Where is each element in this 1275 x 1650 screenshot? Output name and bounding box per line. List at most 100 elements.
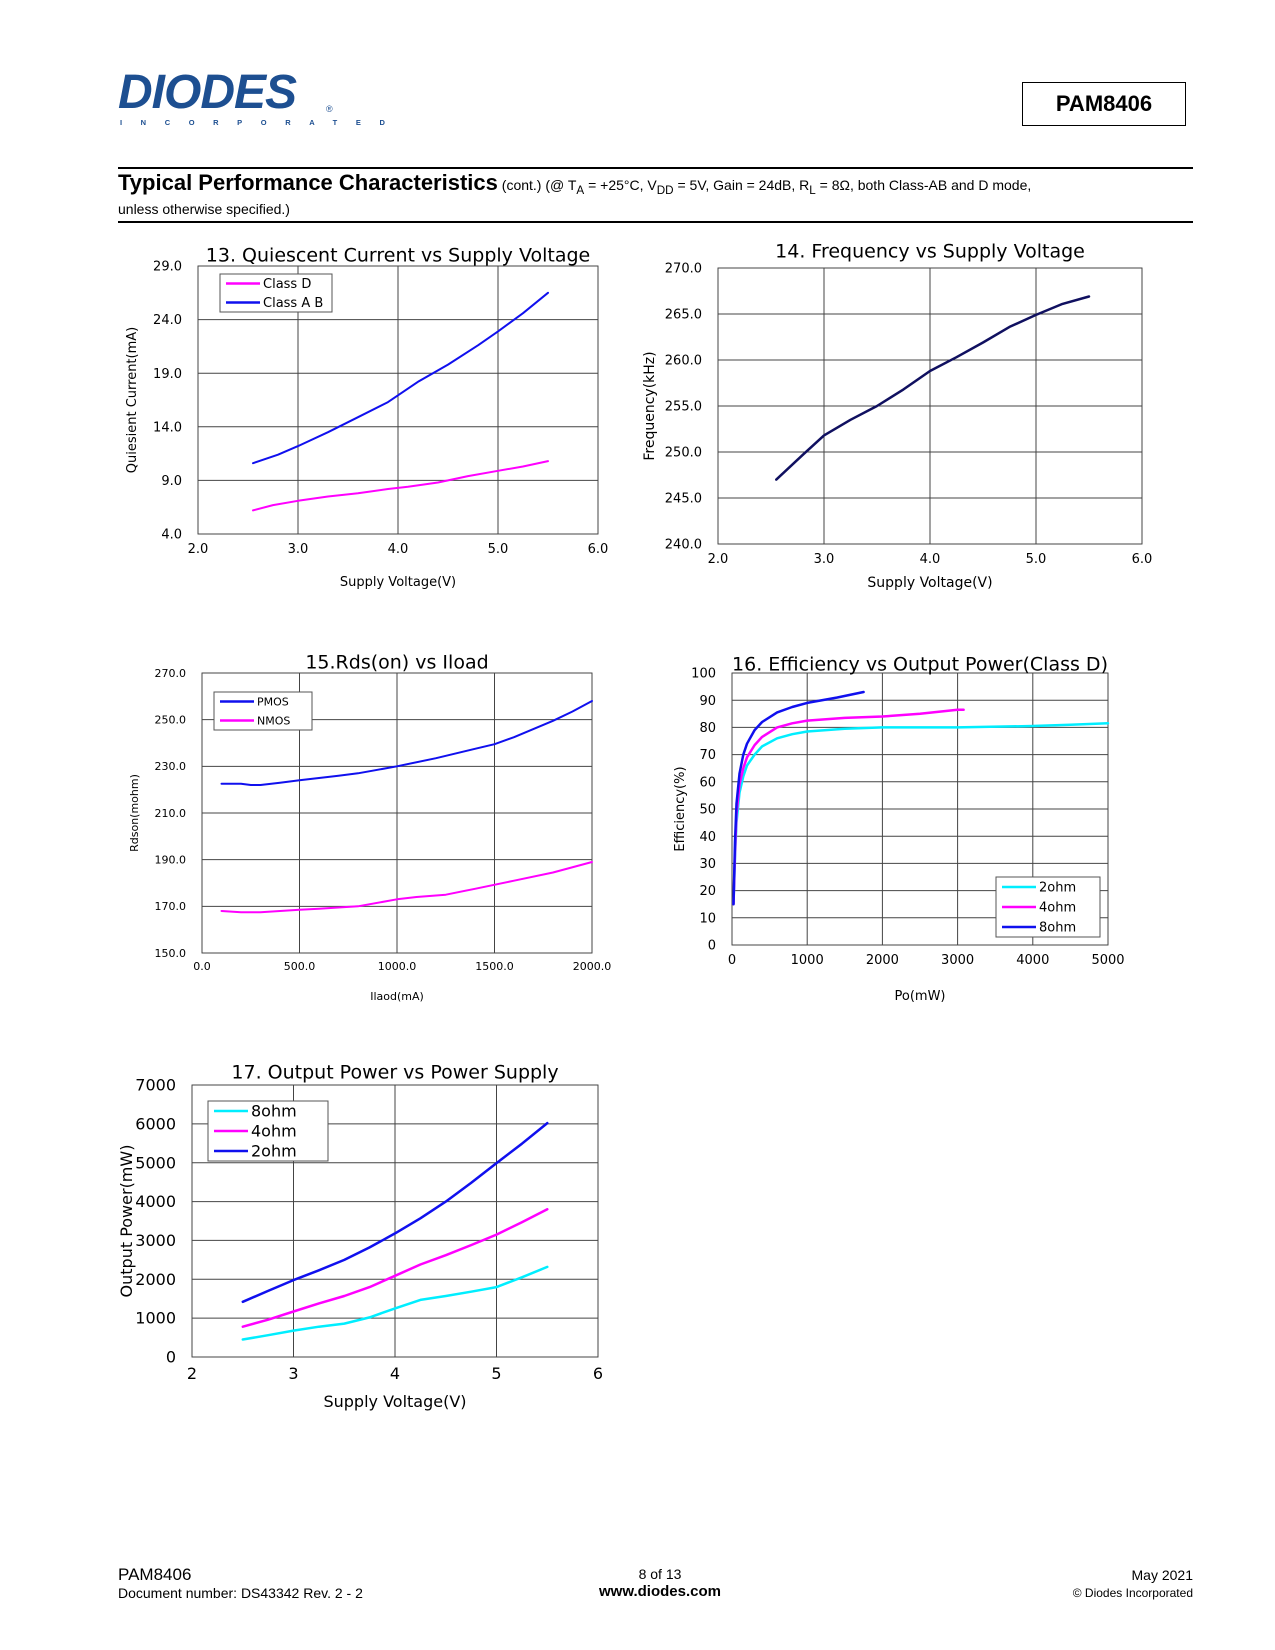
series-line-2ohm [241, 1121, 549, 1304]
chart-title: 13. Quiescent Current vs Supply Voltage [206, 245, 590, 267]
x-tick-label: 3000 [941, 953, 974, 968]
y-tick-label: 100 [691, 667, 716, 682]
y-tick-label: 50 [699, 803, 716, 818]
y-tick-label: 5000 [135, 1153, 176, 1172]
y-tick-label: 60 [699, 775, 716, 790]
y-tick-label: 90 [699, 694, 716, 709]
diodes-logo: DIODES ® INCORPORATED [118, 66, 385, 130]
x-tick-label: 2 [187, 1364, 197, 1383]
series-line-frequency [775, 295, 1091, 481]
footer-left: PAM8406 Document number: DS43342 Rev. 2 … [118, 1566, 363, 1602]
x-tick-label: 0.0 [193, 960, 211, 973]
y-axis-label: Output Power(mW) [117, 1145, 136, 1298]
y-tick-label: 10 [699, 911, 716, 926]
x-tick-label: 4 [390, 1364, 400, 1383]
chart-title: 15.Rds(on) vs Iload [305, 652, 488, 674]
footer-part-number: PAM8406 [118, 1565, 192, 1584]
y-tick-label: 250.0 [155, 714, 187, 727]
legend-label: Class A B [263, 296, 323, 311]
y-tick-label: 3000 [135, 1231, 176, 1250]
y-tick-label: 24.0 [153, 313, 182, 328]
y-tick-label: 260.0 [665, 354, 702, 369]
x-tick-label: 5 [491, 1364, 501, 1383]
y-tick-label: 270.0 [155, 667, 187, 680]
series-line-pmos [220, 700, 593, 786]
x-tick-label: 6.0 [1132, 552, 1153, 567]
footer-right: May 2021 © Diodes Incorporated [995, 1566, 1193, 1602]
y-tick-label: 14.0 [153, 420, 182, 435]
y-tick-label: 1000 [135, 1309, 176, 1328]
series-line-8ohm [241, 1265, 549, 1341]
y-tick-label: 2000 [135, 1270, 176, 1289]
y-tick-label: 210.0 [155, 807, 187, 820]
part-number-box: PAM8406 [1022, 82, 1186, 126]
series-line-class-a-b [252, 291, 549, 465]
chart-title: 14. Frequency vs Supply Voltage [775, 241, 1085, 263]
legend-label: 8ohm [251, 1102, 297, 1121]
chart-title: 17. Output Power vs Power Supply [231, 1062, 558, 1084]
y-tick-label: 150.0 [155, 947, 187, 960]
y-tick-label: 255.0 [665, 400, 702, 415]
x-axis-label: Supply Voltage(V) [340, 575, 456, 590]
series-line-class-d [252, 460, 549, 512]
legend-label: NMOS [257, 714, 290, 727]
footer-copyright: © Diodes Incorporated [1072, 1586, 1193, 1600]
y-tick-label: 4000 [135, 1192, 176, 1211]
x-tick-label: 6.0 [588, 542, 609, 557]
y-axis-label: Frequency(kHz) [642, 351, 658, 460]
y-tick-label: 230.0 [155, 760, 187, 773]
legend-label: 4ohm [1039, 901, 1076, 916]
x-tick-label: 4.0 [920, 552, 941, 567]
x-tick-label: 5000 [1091, 953, 1124, 968]
series-line-nmos [220, 861, 593, 914]
chart-output-power: 2 3 4 5 6 0 1000 2000 3000 4000 5000 6000 7000 17. Ou… [117, 1062, 603, 1411]
x-axis-label: Supply Voltage(V) [867, 575, 992, 591]
x-tick-label: 4000 [1016, 953, 1049, 968]
footer-center: 8 of 13 www.diodes.com [560, 1565, 760, 1601]
section-conditions: (@ TA = +25°C, VDD = 5V, Gain = 24dB, RL… [545, 177, 1032, 197]
y-tick-label: 190.0 [155, 854, 187, 867]
y-tick-label: 80 [699, 721, 716, 736]
chart-quiescent-current: 2.0 3.0 4.0 5.0 6.0 4.0 9.0 14.0 19.0 24.0 29.0 13.… [125, 245, 609, 590]
x-tick-label: 2.0 [708, 552, 729, 567]
x-axis-label: Po(mW) [895, 989, 946, 1004]
chart-title: 16. Efficiency vs Output Power(Class D) [732, 654, 1108, 676]
y-tick-label: 0 [708, 939, 716, 954]
legend-label: 8ohm [1039, 921, 1076, 936]
chart-frequency: 2.0 3.0 4.0 5.0 6.0 240.0 245.0 250.0 255.0 260.0… [642, 241, 1153, 591]
footer-url[interactable]: www.diodes.com [599, 1583, 721, 1600]
y-tick-label: 7000 [135, 1076, 176, 1095]
y-tick-label: 40 [699, 830, 716, 845]
section-heading: Typical Performance Characteristics (con… [118, 172, 1193, 218]
logo-subtext: INCORPORATED [120, 118, 404, 127]
x-tick-label: 3 [288, 1364, 298, 1383]
y-tick-label: 270.0 [665, 262, 702, 277]
top-rule [118, 167, 1193, 169]
legend-label: 2ohm [1039, 881, 1076, 896]
y-tick-label: 265.0 [665, 308, 702, 323]
section-title: Typical Performance Characteristics [118, 170, 498, 195]
section-cont: (cont.) [501, 177, 542, 193]
series-line-8ohm [732, 690, 865, 906]
x-tick-label: 3.0 [814, 552, 835, 567]
legend-label: 4ohm [251, 1122, 297, 1141]
y-axis-label: Efficiency(%) [673, 766, 688, 851]
y-tick-label: 0 [166, 1348, 176, 1367]
y-tick-label: 29.0 [153, 260, 182, 275]
footer-page-number: 8 of 13 [638, 1566, 682, 1582]
y-tick-label: 9.0 [161, 474, 182, 489]
x-tick-label: 5.0 [488, 542, 509, 557]
x-tick-label: 2.0 [188, 542, 209, 557]
x-tick-label: 1000.0 [378, 960, 417, 973]
x-tick-label: 5.0 [1026, 552, 1047, 567]
legend-box [219, 273, 333, 313]
x-tick-label: 2000.0 [573, 960, 612, 973]
x-tick-label: 4.0 [388, 542, 409, 557]
section-conditions-line2: unless otherwise specified.) [118, 200, 290, 217]
logo-wordmark: DIODES [118, 66, 297, 119]
y-tick-label: 4.0 [161, 528, 182, 543]
chart-rdson: 0.0 500.0 1000.0 1500.0 2000.0 150.0 170.0 190.… [128, 652, 612, 1003]
x-tick-label: 3.0 [288, 542, 309, 557]
logo-registered-mark: ® [326, 104, 333, 114]
x-tick-label: 0 [728, 953, 736, 968]
